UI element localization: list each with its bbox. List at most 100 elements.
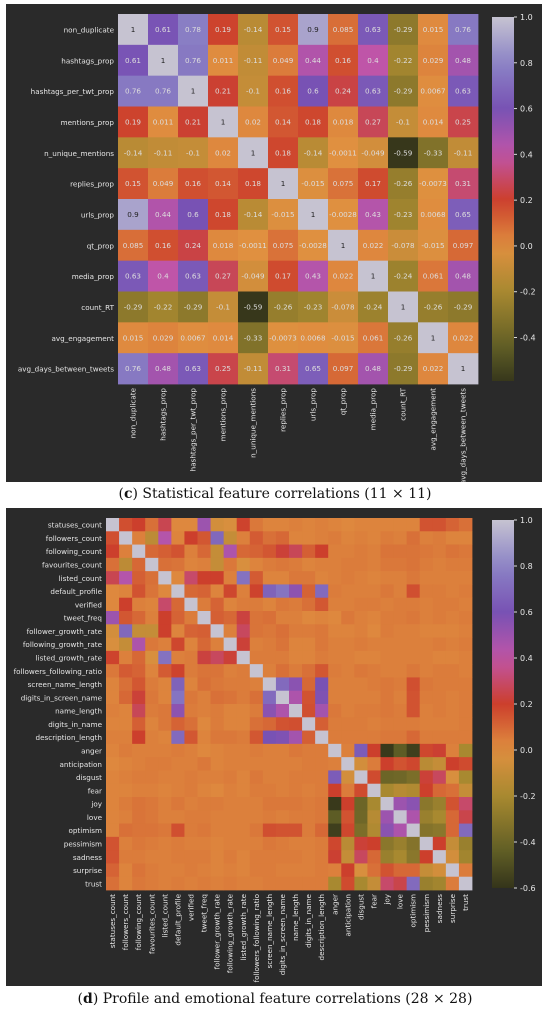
heatmap-cell: [106, 836, 120, 851]
heatmap-cell: [249, 531, 264, 545]
heatmap-cell: [178, 229, 209, 262]
heatmap-cell: [367, 690, 381, 705]
heatmap-cell: [341, 597, 355, 612]
heatmap-cell: [223, 717, 238, 731]
heatmap-cell: [328, 743, 342, 758]
heatmap-cell: [445, 584, 460, 599]
heatmap-cell: [132, 571, 146, 585]
heatmap-cell: [184, 863, 198, 878]
heatmap-cell: [249, 876, 264, 891]
heatmap-cell: [197, 717, 211, 731]
row-tick-label: following_count: [46, 547, 102, 556]
heatmap-cell: [393, 704, 408, 718]
heatmap-cell: [298, 168, 329, 200]
heatmap-cell: [238, 137, 269, 169]
heatmap-cell: [178, 168, 209, 200]
heatmap-cell: [354, 664, 368, 678]
heatmap-cell: [406, 783, 421, 798]
heatmap-cell: [148, 199, 179, 231]
heatmap-cell: [358, 137, 389, 169]
heatmap-cell: [158, 876, 172, 891]
colorbar-tick-label: 0.2: [520, 700, 533, 709]
heatmap-cell: [184, 757, 198, 771]
cell-value-label: -0.33: [244, 333, 263, 342]
heatmap-cell: [445, 664, 460, 678]
heatmap-cell: [236, 783, 251, 798]
heatmap-cell: [358, 291, 389, 323]
heatmap-cell: [210, 624, 225, 638]
cell-value-label: 0.18: [215, 210, 231, 219]
heatmap-cell: [210, 677, 225, 692]
heatmap-cell: [119, 876, 133, 891]
heatmap-cell: [238, 44, 269, 77]
heatmap-cell: [119, 770, 133, 785]
heatmap-cell: [418, 322, 449, 354]
heatmap-cell: [238, 353, 269, 385]
heatmap-cell: [328, 664, 342, 678]
cell-value-label: 0.48: [455, 56, 471, 65]
cell-value-label: 0.44: [305, 56, 321, 65]
heatmap-cell: [171, 876, 185, 891]
heatmap-cell: [184, 797, 198, 811]
heatmap-cell: [445, 690, 460, 705]
heatmap-cell: [448, 14, 479, 46]
heatmap-cell: [262, 637, 277, 652]
colorbar-tick-label: -0.4: [520, 838, 536, 847]
column-tick-label: listed_count: [160, 894, 169, 938]
heatmap-cell: [118, 137, 149, 169]
heatmap-cell: [393, 850, 408, 864]
column-tick-label: mentions_prop: [219, 388, 228, 442]
heatmap-cell: [380, 664, 394, 678]
heatmap-cell: [119, 637, 133, 652]
heatmap-cell: [315, 770, 329, 785]
heatmap-cell: [406, 823, 421, 838]
cell-value-label: 1: [131, 25, 136, 34]
heatmap-cell: [341, 757, 355, 771]
caption-letter: c: [123, 486, 133, 502]
heatmap-cell: [132, 876, 146, 891]
heatmap-cell: [315, 557, 329, 572]
heatmap-cell: [197, 650, 211, 665]
heatmap-cell: [171, 743, 185, 758]
heatmap-cell: [458, 836, 473, 851]
heatmap-cell: [419, 611, 434, 625]
heatmap-cell: [393, 743, 408, 758]
heatmap-cell: [380, 544, 394, 559]
colorbar-tick-label: 0.8: [520, 59, 533, 68]
heatmap-cell: [418, 199, 449, 231]
heatmap-cell: [419, 637, 434, 652]
row-tick-label: replies_prop: [70, 180, 114, 189]
caption-text: Profile and emotional feature correlatio…: [98, 991, 473, 1007]
heatmap-cell: [367, 664, 381, 678]
heatmap-cell: [315, 823, 329, 838]
heatmap-cell: [145, 863, 159, 878]
column-tick-label: followers_following_ratio: [252, 894, 261, 982]
heatmap-cell: [210, 557, 225, 572]
heatmap-cell: [419, 770, 434, 785]
heatmap-cell: [145, 650, 159, 665]
heatmap-cell: [223, 797, 238, 811]
column-tick-label: media_prop: [369, 388, 378, 431]
heatmap-cell: [315, 836, 329, 851]
heatmap-cell: [106, 611, 120, 625]
cell-value-label: -0.11: [244, 364, 263, 373]
heatmap-cell: [328, 783, 342, 798]
cell-value-label: 1: [371, 272, 376, 281]
heatmap-cell: [418, 229, 449, 262]
heatmap-cell: [249, 823, 264, 838]
heatmap-cell: [145, 743, 159, 758]
heatmap-cell: [197, 584, 211, 599]
heatmap-cell: [210, 571, 225, 585]
heatmap-cell: [249, 810, 264, 824]
heatmap-cell: [119, 863, 133, 878]
heatmap-cell: [432, 850, 447, 864]
cell-value-label: 0.15: [125, 179, 141, 188]
heatmap-cell: [197, 783, 211, 798]
heatmap-cell: [238, 260, 269, 292]
cell-value-label: 0.015: [123, 333, 144, 342]
heatmap-cell: [432, 518, 447, 532]
heatmap-cell: [184, 597, 198, 612]
heatmap-cell: [458, 637, 473, 652]
heatmap-cell: [262, 850, 277, 864]
heatmap-cell: [178, 291, 209, 323]
